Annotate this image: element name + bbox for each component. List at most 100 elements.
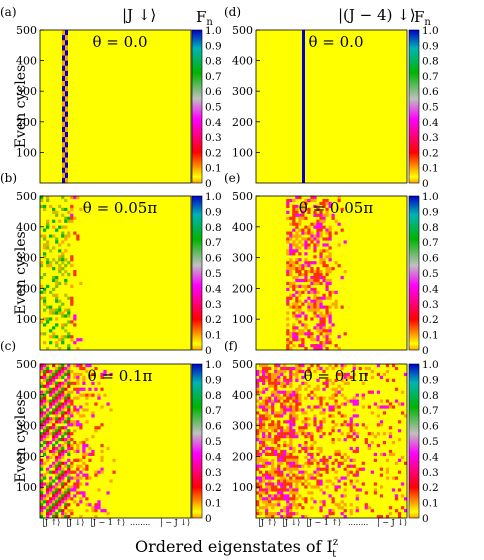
heatmap-cell — [277, 443, 281, 448]
heatmap-cell — [388, 405, 393, 409]
heatmap-cell — [61, 372, 65, 377]
heatmap-cell — [292, 503, 296, 507]
heatmap-cell — [256, 387, 260, 391]
heatmap-cell — [100, 455, 104, 459]
heatmap-cell — [289, 438, 293, 442]
heatmap-cell — [265, 396, 269, 400]
heatmap-cell — [43, 228, 47, 232]
heatmap-cell — [100, 375, 104, 380]
heatmap-cell — [64, 264, 68, 268]
heatmap-cell — [376, 423, 381, 427]
heatmap-cell — [385, 378, 390, 382]
heatmap-cell — [322, 201, 326, 206]
heatmap-cell — [373, 435, 377, 439]
heatmap-cell — [76, 503, 80, 507]
heatmap-cell — [292, 284, 296, 289]
heatmap-cell — [343, 375, 347, 380]
heatmap-cell — [43, 308, 47, 312]
heatmap-cell — [52, 512, 56, 516]
heatmap-cell — [325, 329, 329, 333]
heatmap-cell — [82, 393, 86, 397]
heatmap-cell — [274, 467, 278, 471]
heatmap-cell — [100, 467, 104, 471]
heatmap-cell — [328, 405, 332, 409]
heatmap-cell — [73, 341, 77, 345]
heatmap-cell — [310, 506, 314, 510]
heatmap-cell — [76, 420, 80, 424]
heatmap-cell — [52, 390, 56, 394]
heatmap-cell — [313, 296, 317, 300]
heatmap-cell — [274, 393, 278, 397]
heatmap-cell — [316, 378, 320, 382]
heatmap-cell — [49, 341, 53, 345]
heatmap-cell — [352, 396, 356, 400]
heatmap-cell — [61, 461, 65, 465]
heatmap-cell — [277, 364, 281, 368]
heatmap-cell — [52, 311, 56, 315]
heatmap-cell — [316, 384, 320, 388]
heatmap-cell — [97, 396, 101, 400]
heatmap-cell — [379, 375, 384, 380]
heatmap-cell — [46, 264, 50, 268]
heatmap-cell — [43, 332, 47, 336]
heatmap-cell — [64, 503, 68, 507]
heatmap-cell — [283, 497, 287, 501]
heatmap-cell — [262, 417, 266, 421]
colorbar-tick-label: 0.6 — [422, 86, 439, 98]
x-category-labels-right: |J ↑⟩ |J ↓⟩ |J − 1 ↑⟩ ........ | − J ↓⟩ — [258, 518, 407, 527]
heatmap-cell — [43, 204, 47, 209]
heatmap-cell — [337, 485, 341, 489]
heatmap-cell — [277, 461, 281, 465]
heatmap-cell — [319, 366, 323, 371]
heatmap-cell — [337, 411, 341, 415]
heatmap-cell — [289, 485, 293, 489]
heatmap-cell — [328, 311, 332, 315]
heatmap-cell — [271, 449, 275, 454]
heatmap-cell — [58, 458, 62, 462]
colorbar-tick-label: 0.1 — [422, 330, 439, 342]
heatmap-cell — [40, 364, 44, 368]
heatmap-cell — [322, 261, 326, 265]
heatmap-cell — [301, 278, 305, 283]
heatmap-cell — [304, 470, 308, 474]
heatmap-cell — [82, 455, 86, 459]
heatmap-cell — [67, 210, 71, 214]
heatmap-cell — [301, 210, 305, 214]
heatmap-cell — [286, 273, 290, 277]
heatmap-cell — [379, 515, 384, 519]
heatmap-cell — [46, 411, 50, 415]
heatmap-cell — [46, 225, 50, 229]
heatmap-cell — [283, 429, 287, 433]
heatmap-cell — [307, 198, 311, 203]
heatmap-cell — [52, 378, 56, 382]
heatmap-cell — [40, 264, 44, 268]
heatmap-cell — [259, 417, 263, 421]
heatmap-cell — [292, 240, 296, 244]
heatmap-cell — [100, 449, 104, 454]
heatmap-cell — [256, 417, 260, 421]
heatmap-cell — [286, 426, 290, 430]
heatmap-cell — [286, 512, 290, 516]
heatmap-cell — [274, 488, 278, 492]
heatmap-cell — [49, 449, 53, 454]
heatmap-cell — [319, 314, 323, 318]
heatmap-cell — [313, 213, 317, 217]
heatmap-cell — [268, 494, 272, 498]
heatmap-cell — [64, 464, 68, 468]
heatmap-cell — [67, 378, 71, 382]
heatmap-cell — [331, 429, 335, 433]
heatmap-cell — [62, 137, 65, 143]
heatmap-cell — [274, 497, 278, 501]
heatmap-cell — [259, 396, 263, 400]
heatmap-cell — [262, 405, 266, 409]
heatmap-cell — [292, 243, 296, 247]
heatmap-cell — [94, 402, 98, 406]
heatmap-cell — [388, 449, 393, 454]
heatmap-cell — [304, 231, 308, 235]
heatmap-cell — [373, 458, 377, 462]
heatmap-cell — [301, 338, 305, 342]
heatmap-cell — [325, 255, 329, 259]
heatmap-cell — [76, 387, 80, 391]
colorbar-tick-label: 0.2 — [205, 147, 222, 159]
heatmap-cell — [43, 299, 47, 303]
